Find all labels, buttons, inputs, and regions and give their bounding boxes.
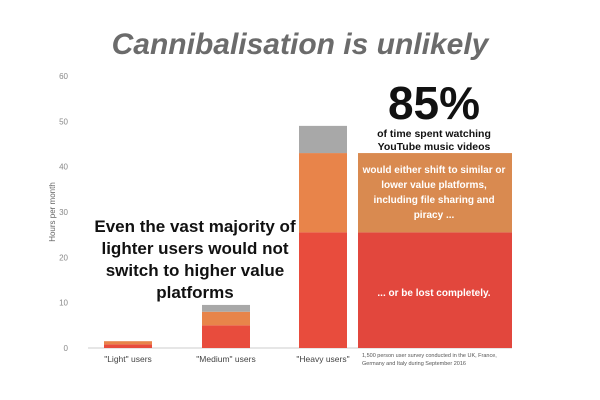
highlight-percentage: 85% — [387, 77, 481, 129]
callout-text: Even the vast majority of lighter users … — [94, 217, 296, 302]
x-tick-label: "Light" users — [104, 354, 152, 364]
y-tick-label: 10 — [59, 299, 68, 308]
y-tick-label: 30 — [59, 208, 68, 217]
bar-segment — [299, 125, 347, 154]
x-tick-label: "Medium" users — [196, 354, 255, 364]
chart-title: Cannibalisation is unlikely — [111, 28, 489, 61]
bar-segment — [299, 232, 347, 348]
bar-segment — [104, 341, 152, 345]
y-tick-label: 50 — [59, 117, 68, 126]
bar-segment — [299, 153, 347, 233]
y-axis-label: Hours per month — [48, 182, 57, 242]
footnote: 1,500 person user survey conducted in th… — [362, 353, 497, 367]
highlight-shift-segment — [358, 153, 512, 233]
x-tick-label: "Heavy users" — [296, 354, 349, 364]
highlight-lost-segment — [358, 232, 512, 348]
y-tick-label: 40 — [59, 163, 68, 172]
shift-text: would either shift to similar or lower v… — [362, 165, 506, 221]
y-tick-label: 20 — [59, 253, 68, 262]
y-tick-label: 60 — [59, 72, 68, 81]
y-tick-label: 0 — [64, 344, 69, 353]
lost-text: ... or be lost completely. — [377, 288, 491, 299]
bar-segment — [104, 344, 152, 348]
bar-segment — [202, 304, 250, 312]
highlight-caption: of time spent watching YouTube music vid… — [377, 128, 491, 153]
bar-segment — [202, 311, 250, 326]
bar-segment — [202, 325, 250, 348]
